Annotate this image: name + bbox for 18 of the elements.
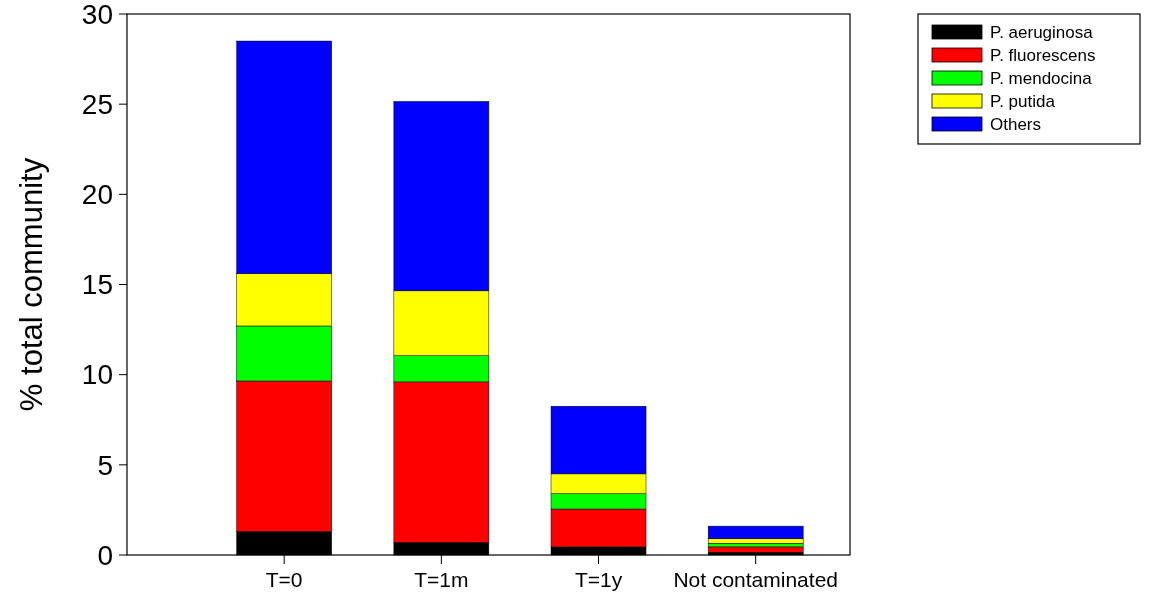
y-tick-label: 5 — [97, 449, 113, 481]
y-tick-label: 10 — [81, 359, 113, 391]
y-tick-label: 0 — [97, 539, 113, 571]
y-tick-label: 20 — [81, 179, 113, 211]
y-axis-title: % total community — [14, 157, 49, 412]
legend-label: P. mendocina — [990, 69, 1093, 88]
legend-label: P. aeruginosa — [990, 23, 1094, 42]
x-tick-label: T=0 — [265, 568, 303, 591]
x-tick-label: T=1y — [574, 568, 623, 591]
x-tick-label: Not contaminated — [673, 568, 838, 591]
y-tick-label: 30 — [81, 0, 113, 30]
legend-label: Others — [990, 115, 1042, 134]
legend-label: P. fluorescens — [990, 46, 1096, 65]
y-tick-label: 25 — [81, 88, 113, 120]
bar — [707, 525, 804, 540]
x-tick-label: T=1m — [414, 568, 469, 591]
y-tick-label: 15 — [81, 269, 113, 301]
legend-label: P. putida — [990, 92, 1056, 111]
